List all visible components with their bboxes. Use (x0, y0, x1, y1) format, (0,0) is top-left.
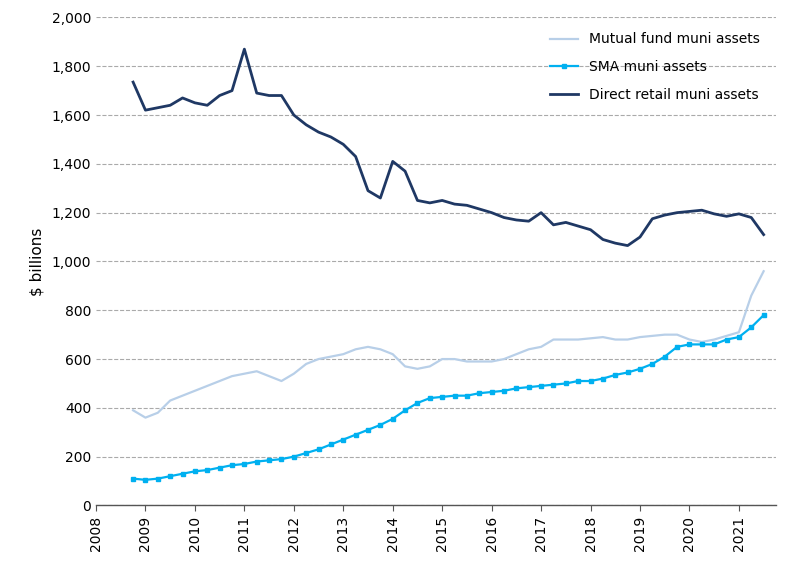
SMA muni assets (524, 383, 534, 390)
SMA muni assets (363, 426, 373, 433)
Mutual fund muni assets (759, 268, 769, 275)
Mutual fund muni assets (549, 336, 558, 343)
Direct retail muni assets (128, 78, 138, 85)
Mutual fund muni assets (190, 388, 200, 394)
SMA muni assets (128, 475, 138, 482)
SMA muni assets (722, 336, 731, 343)
Mutual fund muni assets (524, 346, 534, 353)
Line: SMA muni assets: SMA muni assets (130, 313, 766, 482)
Y-axis label: $ billions: $ billions (30, 227, 45, 296)
Direct retail muni assets (178, 95, 187, 102)
Mutual fund muni assets (363, 343, 373, 350)
Direct retail muni assets (549, 221, 558, 228)
Mutual fund muni assets (128, 407, 138, 414)
Mutual fund muni assets (722, 332, 731, 339)
Direct retail muni assets (474, 206, 484, 213)
Direct retail muni assets (524, 218, 534, 225)
Line: Mutual fund muni assets: Mutual fund muni assets (133, 271, 764, 418)
SMA muni assets (141, 476, 150, 483)
Direct retail muni assets (623, 242, 633, 249)
Legend: Mutual fund muni assets, SMA muni assets, Direct retail muni assets: Mutual fund muni assets, SMA muni assets… (545, 27, 766, 107)
Mutual fund muni assets (438, 356, 447, 363)
SMA muni assets (438, 393, 447, 400)
Line: Direct retail muni assets: Direct retail muni assets (133, 49, 764, 246)
Direct retail muni assets (438, 197, 447, 204)
Mutual fund muni assets (141, 414, 150, 421)
Direct retail muni assets (239, 46, 249, 53)
SMA muni assets (190, 468, 200, 475)
Direct retail muni assets (363, 187, 373, 194)
Direct retail muni assets (759, 231, 769, 238)
SMA muni assets (759, 311, 769, 318)
SMA muni assets (549, 381, 558, 388)
